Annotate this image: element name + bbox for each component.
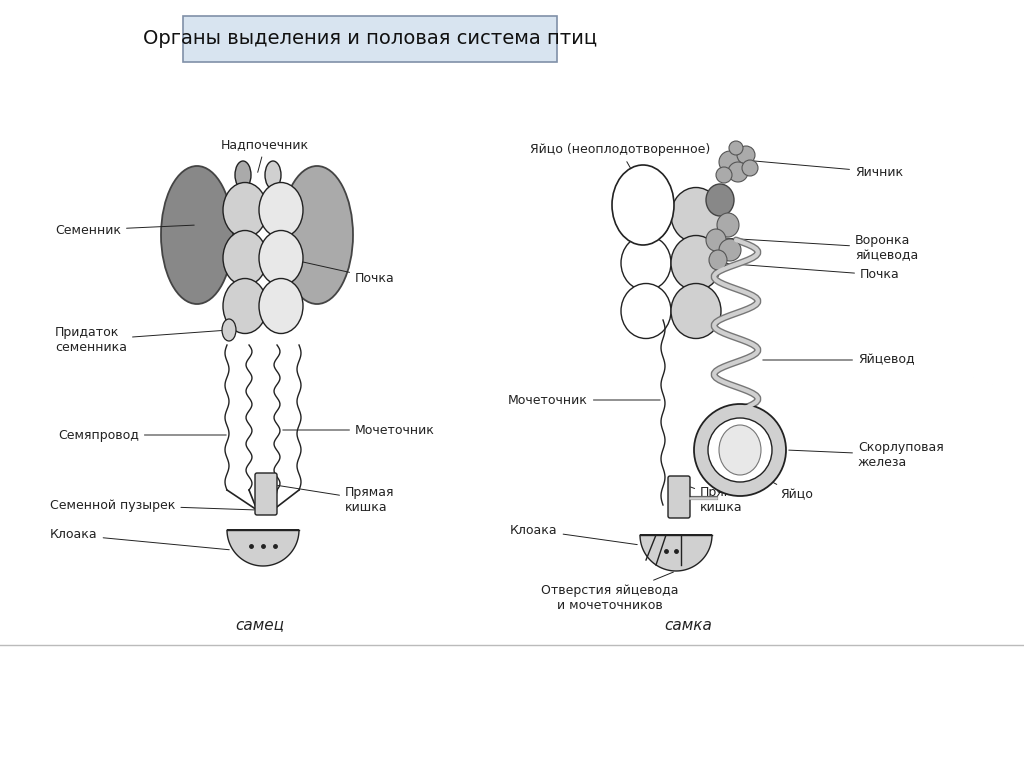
Text: Яйцевод: Яйцевод	[763, 354, 914, 367]
Text: самец: самец	[236, 617, 285, 633]
Text: Отверстия яйцевода
и мочеточников: Отверстия яйцевода и мочеточников	[542, 572, 679, 612]
Circle shape	[708, 418, 772, 482]
Text: Яйцо: Яйцо	[753, 471, 813, 502]
Text: Семяпровод: Семяпровод	[58, 429, 226, 442]
FancyBboxPatch shape	[255, 473, 278, 515]
Ellipse shape	[621, 235, 671, 291]
Text: Воронка
яйцевода: Воронка яйцевода	[726, 234, 919, 262]
Ellipse shape	[671, 235, 721, 291]
Ellipse shape	[161, 166, 233, 304]
Ellipse shape	[222, 319, 236, 341]
Text: Прямая
кишка: Прямая кишка	[690, 486, 750, 514]
FancyBboxPatch shape	[668, 476, 690, 518]
Ellipse shape	[719, 239, 741, 261]
Text: Прямая
кишка: Прямая кишка	[278, 486, 394, 514]
Text: Семенной пузырек: Семенной пузырек	[50, 499, 254, 512]
FancyBboxPatch shape	[183, 16, 557, 62]
Ellipse shape	[223, 183, 267, 238]
Ellipse shape	[671, 284, 721, 338]
Text: Мочеточник: Мочеточник	[283, 423, 435, 436]
Ellipse shape	[223, 278, 267, 334]
Ellipse shape	[709, 250, 727, 270]
Ellipse shape	[717, 213, 739, 237]
Ellipse shape	[621, 187, 671, 242]
Ellipse shape	[719, 425, 761, 475]
Polygon shape	[640, 535, 712, 571]
Ellipse shape	[621, 284, 671, 338]
Ellipse shape	[671, 187, 721, 242]
Text: Мочеточник: Мочеточник	[508, 393, 660, 407]
Ellipse shape	[706, 229, 726, 251]
Text: Яичник: Яичник	[745, 160, 903, 179]
Text: Яйцо (неоплодотворенное): Яйцо (неоплодотворенное)	[530, 143, 711, 188]
Text: Клоака: Клоака	[510, 524, 637, 545]
Ellipse shape	[259, 231, 303, 285]
Ellipse shape	[234, 161, 251, 189]
Polygon shape	[227, 530, 299, 566]
Text: Клоака: Клоака	[50, 528, 229, 550]
Circle shape	[742, 160, 758, 176]
Circle shape	[729, 141, 743, 155]
Text: Органы выделения и половая система птиц: Органы выделения и половая система птиц	[143, 29, 597, 48]
Circle shape	[728, 162, 748, 182]
Ellipse shape	[259, 183, 303, 238]
Text: Почка: Почка	[288, 258, 394, 285]
Ellipse shape	[259, 278, 303, 334]
Ellipse shape	[612, 165, 674, 245]
Ellipse shape	[223, 231, 267, 285]
Ellipse shape	[281, 166, 353, 304]
Text: Придаток
семенника: Придаток семенника	[55, 326, 226, 354]
Text: Надпочечник: Надпочечник	[221, 139, 309, 173]
Text: Семенник: Семенник	[55, 223, 195, 236]
Text: Почка: Почка	[723, 263, 900, 281]
Text: самка: самка	[664, 617, 712, 633]
Text: Скорлуповая
железа: Скорлуповая железа	[788, 441, 944, 469]
Circle shape	[737, 146, 755, 164]
Circle shape	[719, 151, 741, 173]
Ellipse shape	[706, 184, 734, 216]
Circle shape	[694, 404, 786, 496]
Circle shape	[716, 167, 732, 183]
Ellipse shape	[265, 161, 281, 189]
